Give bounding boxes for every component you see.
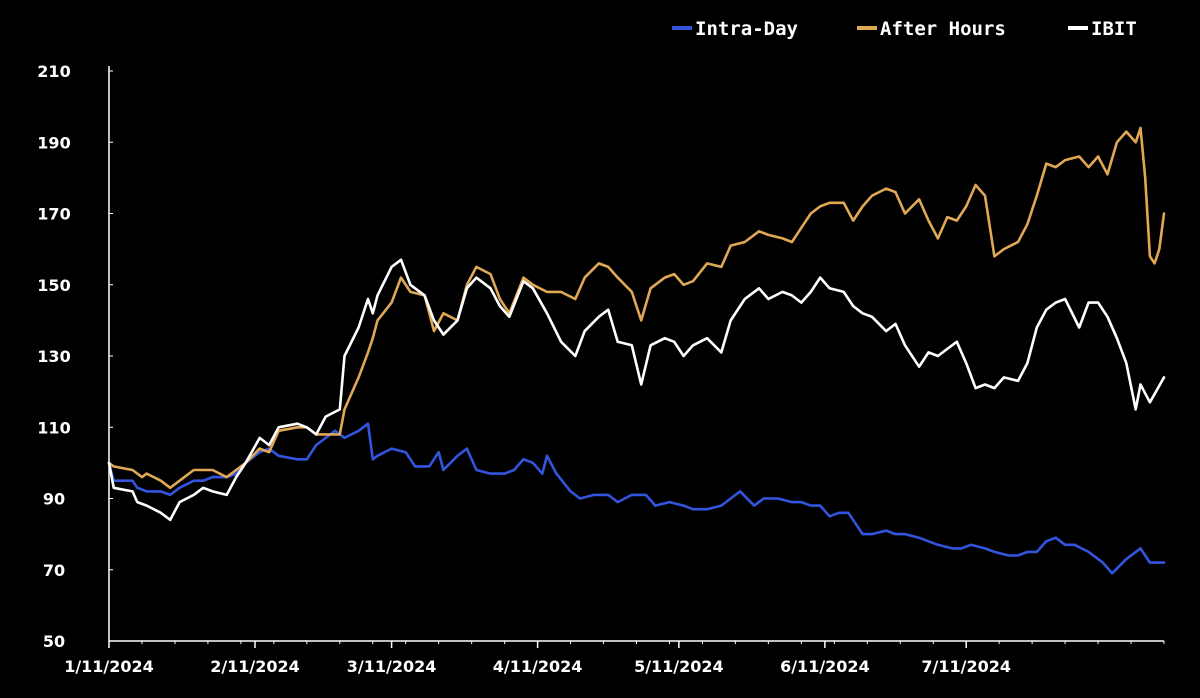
y-tick-label: 90: [43, 490, 65, 509]
axes-layer: 50 70 90 110 130 150 170 190 210 1/11/2024 2/11/20…: [37, 62, 1165, 676]
x-tick-label: 7/11/2024: [921, 657, 1011, 676]
x-tick-label: 1/11/2024: [64, 657, 154, 676]
series-line-ibit: [107, 258, 1166, 522]
legend-label: After Hours: [880, 18, 1006, 40]
x-tick-label: 4/11/2024: [493, 657, 583, 676]
x-tick-label: 6/11/2024: [780, 657, 870, 676]
series-layer: [107, 126, 1166, 575]
y-tick-label: 190: [37, 133, 70, 152]
y-tick-label: 130: [37, 347, 70, 366]
legend-label: IBIT: [1091, 18, 1137, 40]
legend: Intra-Day After Hours IBIT: [672, 18, 1137, 40]
y-tick-label: 50: [43, 632, 65, 651]
x-tick-label: 5/11/2024: [634, 657, 724, 676]
series-line-after-hours: [107, 126, 1166, 490]
y-tick-label: 150: [37, 276, 70, 295]
y-tick-label: 70: [43, 561, 65, 580]
x-tick-label: 3/11/2024: [347, 657, 437, 676]
y-tick-label: 170: [37, 205, 70, 224]
y-tick-label: 210: [37, 62, 70, 81]
y-tick-label: 110: [37, 418, 70, 437]
legend-label: Intra-Day: [695, 18, 798, 40]
x-tick-label: 2/11/2024: [210, 657, 300, 676]
series-line-intra-day: [107, 422, 1166, 575]
